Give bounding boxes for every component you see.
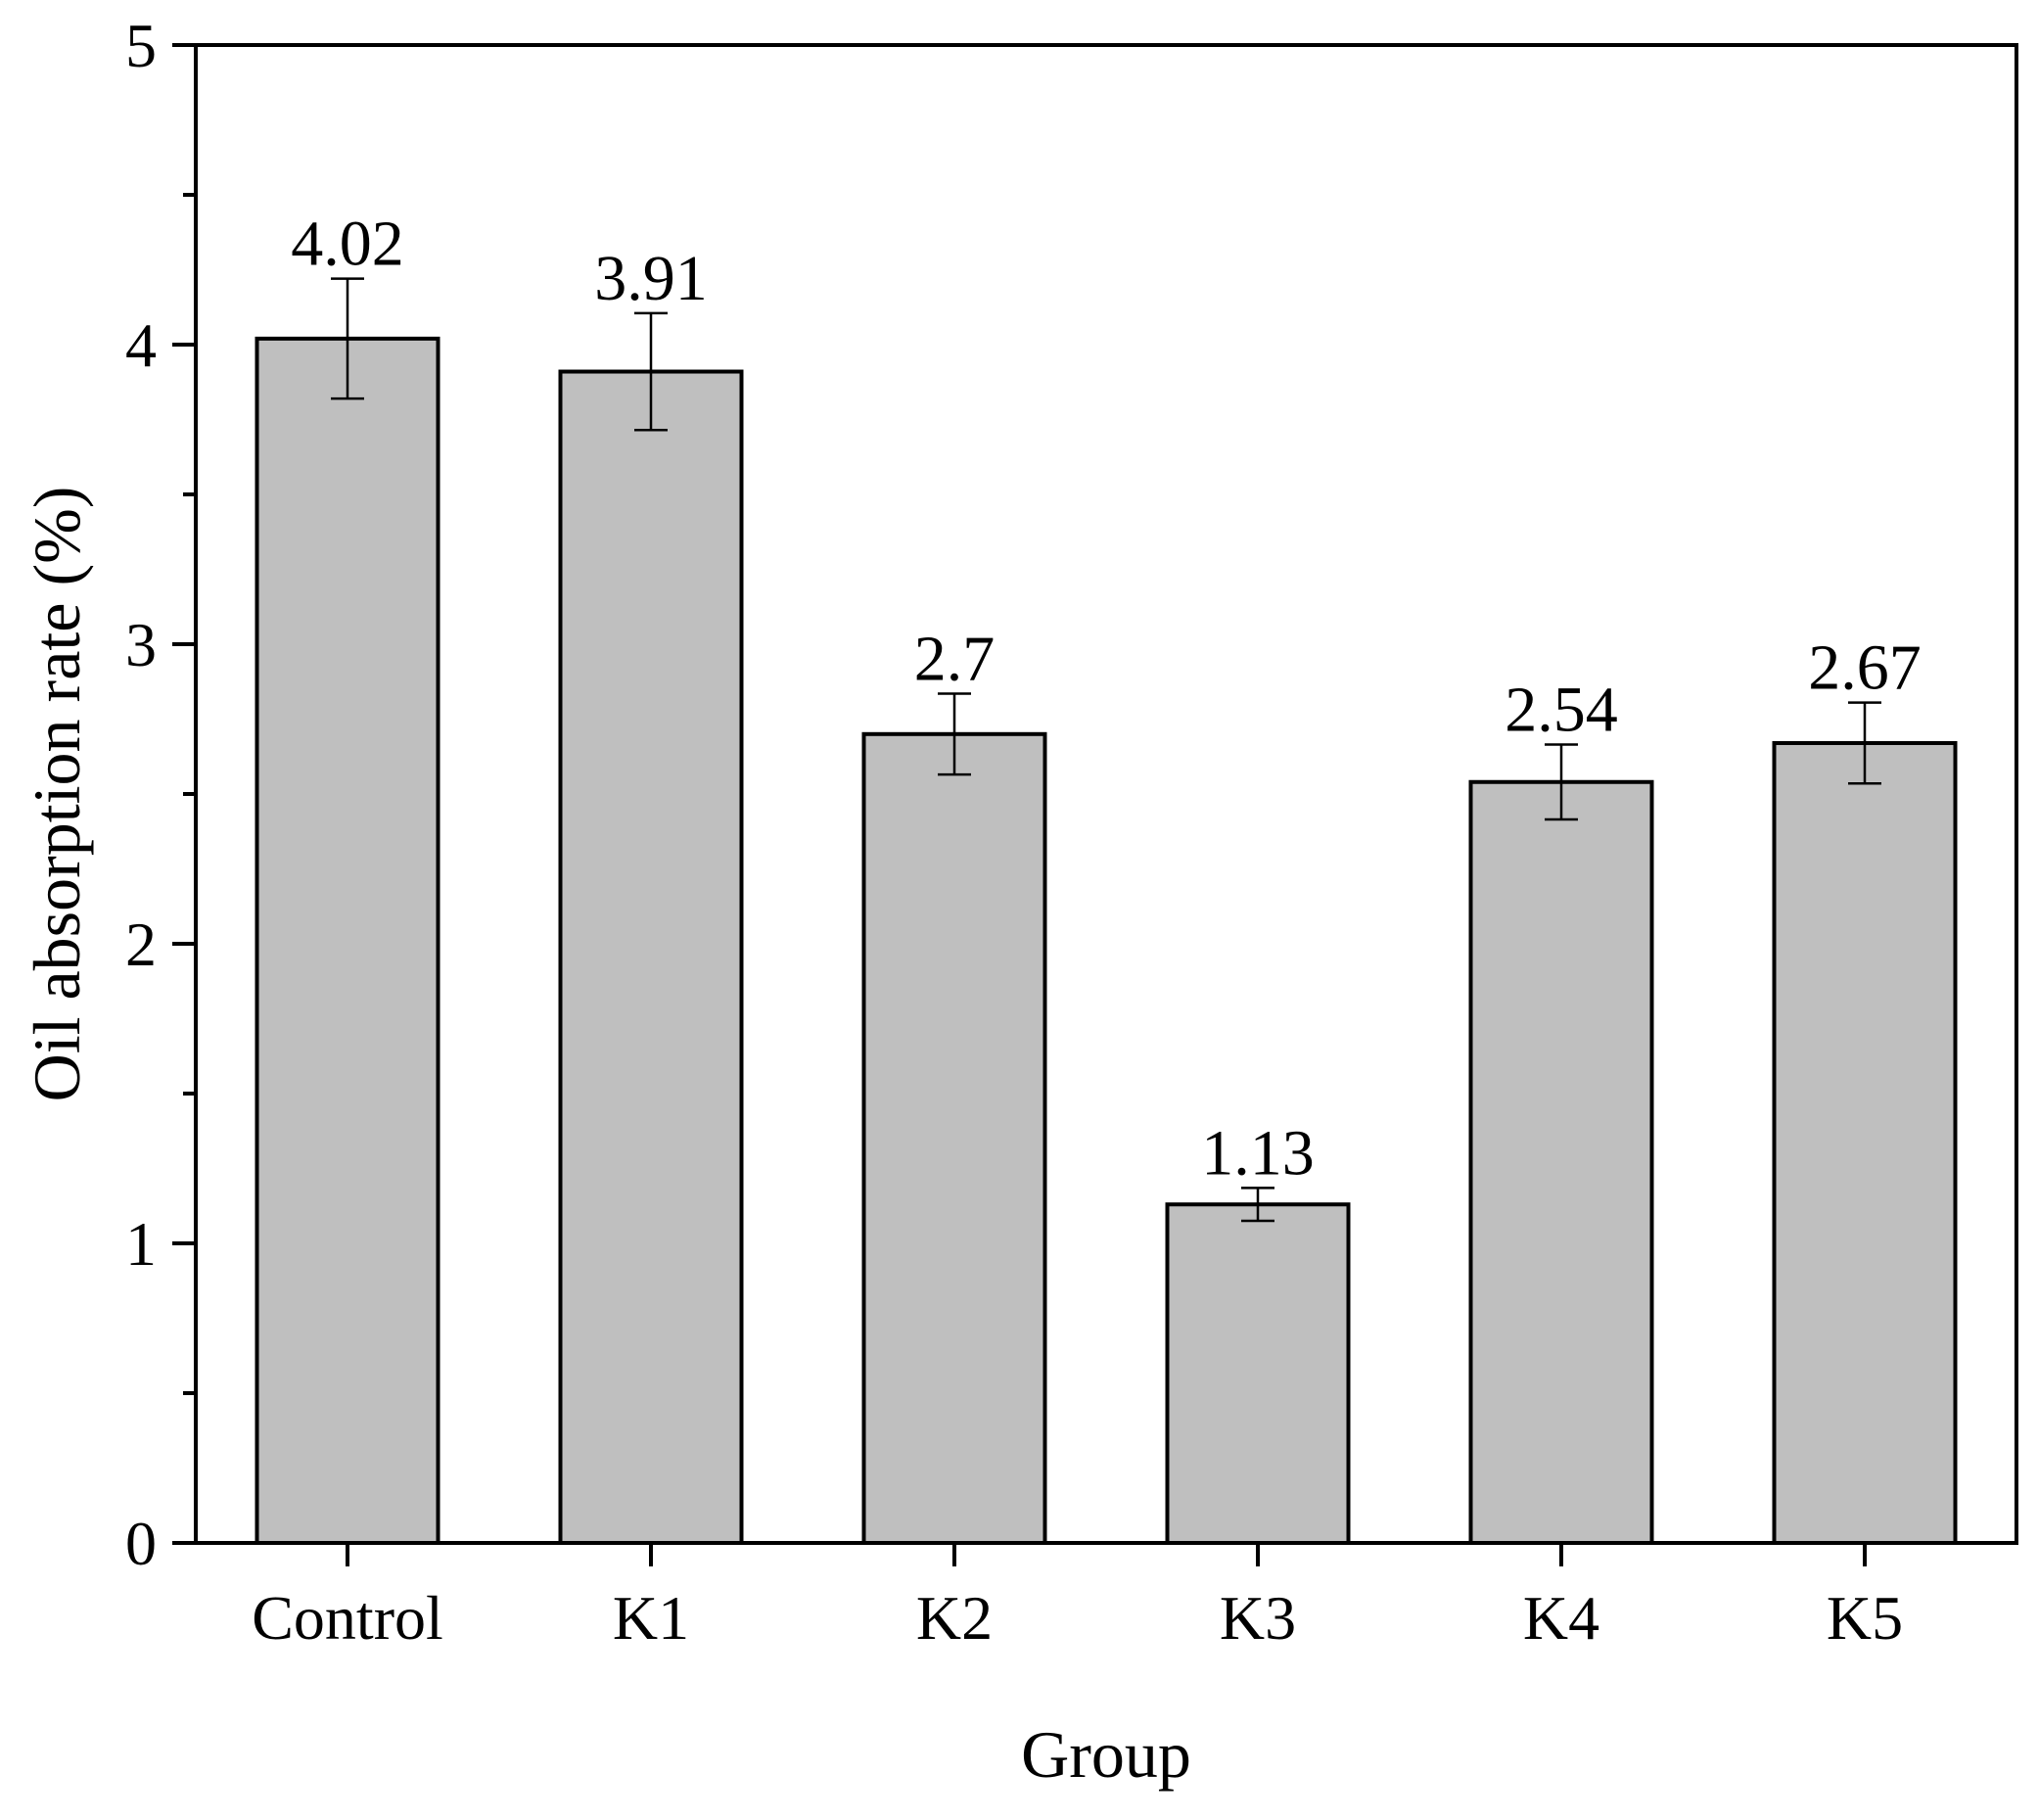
y-tick-label-0: 0 — [125, 1509, 157, 1578]
data-label-k5: 2.67 — [1808, 632, 1922, 704]
error-bars-layer — [331, 277, 1881, 1223]
y-tick-label-3: 3 — [125, 610, 157, 679]
x-tick-label-k3: K3 — [1220, 1583, 1296, 1653]
y-tick-label-4: 4 — [125, 310, 157, 380]
bar-k4 — [1468, 779, 1654, 1545]
x-tick-label-control: Control — [252, 1583, 443, 1653]
y-tick-label-5: 5 — [125, 11, 157, 80]
data-label-control: 4.02 — [291, 209, 404, 280]
y-axis-title: Oil absorption rate (%) — [20, 487, 94, 1102]
bar-k3 — [1165, 1202, 1351, 1545]
y-tick-label-1: 1 — [125, 1209, 157, 1279]
bar-k5 — [1772, 740, 1958, 1545]
data-label-k2: 2.7 — [914, 623, 996, 694]
x-tick-label-k1: K1 — [613, 1583, 689, 1653]
axes-layer: Control K1 K2 K3 K4 K5 0 1 2 3 4 5 — [125, 11, 2018, 1653]
x-tick-label-k2: K2 — [916, 1583, 993, 1653]
y-tick-label-2: 2 — [125, 910, 157, 979]
data-label-k3: 1.13 — [1201, 1117, 1315, 1189]
x-axis-title: Group — [1021, 1717, 1191, 1792]
bar-control — [255, 336, 440, 1545]
x-tick-label-k4: K4 — [1523, 1583, 1599, 1653]
bars-layer — [255, 336, 1958, 1545]
data-label-k4: 2.54 — [1505, 675, 1618, 746]
data-labels-layer: 4.02 3.91 2.7 1.13 2.54 2.67 — [291, 209, 1922, 1190]
bar-k1 — [558, 369, 744, 1545]
bar-k2 — [861, 731, 1047, 1545]
x-tick-label-k5: K5 — [1827, 1583, 1903, 1653]
data-label-k1: 3.91 — [594, 243, 708, 314]
